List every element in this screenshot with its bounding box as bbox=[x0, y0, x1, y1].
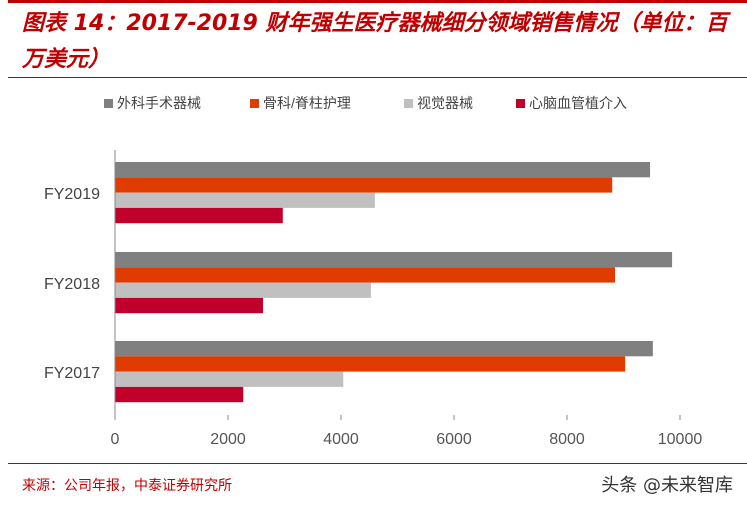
category-label: FY2019 bbox=[44, 186, 100, 203]
x-tick-label: 4000 bbox=[323, 431, 359, 448]
x-tick-label: 6000 bbox=[436, 431, 472, 448]
bar bbox=[115, 341, 653, 357]
bar bbox=[115, 177, 613, 193]
legend-label: 视觉器械 bbox=[417, 95, 473, 111]
bar bbox=[115, 267, 616, 283]
bar bbox=[115, 297, 264, 314]
source-note: 来源：公司年报，中泰证券研究所 bbox=[22, 478, 232, 494]
bar bbox=[115, 356, 626, 372]
legend-swatch bbox=[250, 99, 259, 108]
x-tick-label: 0 bbox=[111, 431, 120, 448]
footer-rule bbox=[8, 463, 747, 464]
bar bbox=[115, 282, 371, 298]
x-tick-label: 10000 bbox=[658, 431, 703, 448]
category-label: FY2018 bbox=[44, 276, 100, 293]
legend-swatch bbox=[404, 99, 413, 108]
legend-label: 外科手术器械 bbox=[117, 95, 201, 111]
bar bbox=[115, 162, 651, 178]
bar bbox=[115, 371, 344, 387]
bar-chart: 外科手术器械 骨科/脊柱护理 视觉器械 心脑血管植介入 FY2019 FY2018 FY20… bbox=[44, 95, 703, 448]
bar bbox=[115, 192, 375, 208]
title-rule bbox=[8, 77, 747, 78]
x-tick-label: 2000 bbox=[210, 431, 246, 448]
top-rule bbox=[8, 0, 747, 3]
legend-swatch bbox=[516, 99, 525, 108]
legend-swatch bbox=[104, 99, 113, 108]
watermark: 头条 @未来智库 bbox=[601, 475, 733, 496]
bar bbox=[115, 386, 244, 403]
bar bbox=[115, 252, 673, 268]
category-label: FY2017 bbox=[44, 365, 100, 382]
legend-label: 心脑血管植介入 bbox=[529, 95, 627, 111]
bar bbox=[115, 207, 283, 224]
figure-title: 图表 14：2017-2019 财年强生医疗器械细分领域销售情况（单位：百万美元… bbox=[22, 11, 728, 72]
x-tick-label: 8000 bbox=[549, 431, 585, 448]
legend-label: 骨科/脊柱护理 bbox=[263, 95, 351, 111]
